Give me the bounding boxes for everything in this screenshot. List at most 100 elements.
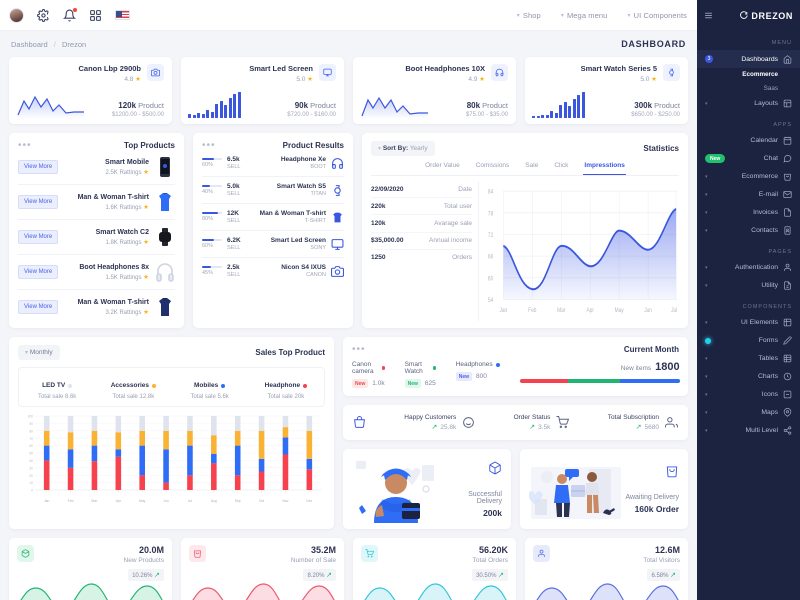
sort-by-dropdown[interactable]: ▾ Sort By: Yearly: [371, 141, 435, 156]
list-item: 22/09/2020 Date: [371, 181, 472, 199]
list-item[interactable]: View More Man & Woman T-shirt 3.2K Ratti…: [18, 290, 175, 324]
svg-text:Aug: Aug: [211, 499, 217, 503]
sidebar-item-label: Layouts: [754, 100, 778, 108]
shop-icon: [783, 172, 792, 181]
trend-up-icon: ↗: [326, 572, 332, 579]
sidebar-subitem-ecommerce[interactable]: Ecommerce: [742, 71, 778, 79]
kpi-row: 20.0M New Products 10.26% ↗: [9, 538, 688, 600]
more-options-icon[interactable]: •••: [202, 139, 216, 151]
list-item[interactable]: View More Smart Watch C2 1.8K Rattings ★: [18, 220, 175, 255]
tab-order-value[interactable]: Order Value: [425, 162, 460, 169]
sidebar-item-utility[interactable]: ▾ Utility: [697, 277, 800, 295]
chevron-down-icon: ▾: [560, 12, 564, 19]
table-row[interactable]: 60% 6.5k SELL Headphone Xe BOOT: [202, 150, 344, 177]
kpi-card-total-visitors[interactable]: 12.6M Total Visitors 6.58% ↗: [525, 538, 688, 600]
sidebar-section-pages: PAGES: [768, 248, 792, 255]
sidebar-item-calendar[interactable]: Calendar: [697, 132, 800, 150]
view-more-button[interactable]: View More: [18, 265, 59, 279]
view-more-button[interactable]: View More: [18, 160, 59, 174]
list-item[interactable]: View More Man & Woman T-shirt 1.6K Ratti…: [18, 185, 175, 220]
successful-delivery-card[interactable]: Successful Delivery 200k: [343, 449, 511, 529]
svg-text:May: May: [139, 499, 146, 503]
star-icon: ★: [135, 76, 141, 83]
delivery-label: Successful Delivery: [468, 490, 502, 505]
legend-sale: Total sale 12.8k: [112, 394, 155, 400]
delivery-value: 200k: [483, 507, 502, 518]
legend-label: LED TV: [42, 382, 66, 389]
product-card-price: $75.00 - $35.00: [465, 112, 508, 118]
product-card[interactable]: Smart Watch Series 5 5.0 ★ 300k Product …: [525, 57, 688, 124]
hamburger-menu-icon[interactable]: [704, 11, 713, 20]
legend-item: Headphone Total sale 20k: [248, 374, 324, 400]
sidebar-item-authentication[interactable]: ▾ Authentication: [697, 259, 800, 277]
sales-legend: LED TV Total sale 8.6k Accessories Total…: [18, 367, 325, 407]
view-more-button[interactable]: View More: [18, 195, 59, 209]
table-icon: [783, 354, 792, 363]
tab-comissions[interactable]: Comissions: [475, 162, 510, 169]
topbar-menu-shop[interactable]: ▾ Shop: [517, 11, 541, 20]
list-item[interactable]: View More Smart Mobile 2.5K Rattings ★: [18, 150, 175, 185]
more-options-icon[interactable]: •••: [352, 343, 366, 355]
sidebar-item-multi-level[interactable]: ▾ Multi Level: [697, 422, 800, 440]
table-row[interactable]: 40% 5.0k SELL Smart Watch S5 TITAN: [202, 177, 344, 204]
sidebar-item-ecommerce[interactable]: ▾ Ecommerce: [697, 168, 800, 186]
kpi-card-number-of-sale[interactable]: 35.2M Number of Sale 8.20% ↗: [181, 538, 344, 600]
awaiting-delivery-card[interactable]: Awaiting Delivery 160k Order: [520, 449, 688, 529]
sidebar-item-layouts[interactable]: ▾ Layouts: [697, 95, 800, 113]
result-sell-value: 12K: [227, 210, 239, 217]
svg-text:80: 80: [29, 429, 33, 433]
view-more-button[interactable]: View More: [18, 230, 59, 244]
topbar-menu-ui-components[interactable]: ▾ UI Components: [627, 11, 687, 20]
list-item[interactable]: View More Boot Headphones 8x 1.5K Rattin…: [18, 255, 175, 290]
product-card[interactable]: Boot Headphones 10X 4.9 ★: [353, 57, 516, 124]
product-card-sparkline: [360, 91, 432, 119]
sidebar-item-tables[interactable]: ▾ Tables: [697, 350, 800, 368]
sidebar-item-contacts[interactable]: ▾ Contacts: [697, 222, 800, 240]
result-brand: CANON: [306, 272, 326, 278]
sort-by-label: Sort By:: [382, 145, 409, 152]
topbar-menu-mega[interactable]: ▾ Mega menu: [561, 11, 608, 20]
chevron-down-icon: ▾: [705, 355, 708, 362]
top-products-card: ••• Top Products View More Smart Mobile …: [9, 133, 184, 328]
more-options-icon[interactable]: •••: [18, 139, 32, 151]
tab-impresstions[interactable]: Impresstions: [583, 162, 626, 175]
main-content: ▾ Shop ▾ Mega menu ▾ UI Components Dashb…: [0, 0, 697, 600]
users-icon: [665, 416, 678, 429]
table-row[interactable]: 60% 6.2K SELL Smart Led Screen SONY: [202, 231, 344, 258]
settings-icon[interactable]: [37, 8, 50, 22]
product-card[interactable]: Canon Lbp 2900b 4.8 ★: [9, 57, 172, 124]
flag-us-icon[interactable]: [115, 10, 130, 20]
sidebar-item-forms[interactable]: Forms: [697, 332, 800, 350]
table-row[interactable]: 45% 2.5k SELL Nicon S4 IXUS CANON: [202, 258, 344, 284]
sidebar-item-invoices[interactable]: ▾ Invoices: [697, 204, 800, 222]
kpi-card-total-orders[interactable]: 56.20K Total Orders 30.50% ↗: [353, 538, 516, 600]
sidebar-item-icons[interactable]: ▾ Icons: [697, 386, 800, 404]
top-navigation-bar: ▾ Shop ▾ Mega menu ▾ UI Components: [0, 0, 697, 31]
table-row[interactable]: 80% 12K SELL Man & Woman T-shirt T-SHIRT: [202, 204, 344, 231]
notification-icon[interactable]: [63, 7, 77, 22]
sidebar-item-email[interactable]: ▾ E-mail: [697, 186, 800, 204]
legend-dot: [68, 383, 73, 388]
kpi-card-new-products[interactable]: 20.0M New Products 10.26% ↗: [9, 538, 172, 600]
view-more-button[interactable]: View More: [18, 300, 59, 314]
stat-value: 3.5k: [538, 423, 551, 431]
apps-grid-icon[interactable]: [89, 9, 102, 22]
tab-sale[interactable]: Sale: [525, 162, 539, 169]
headphone-thumb-icon: [155, 261, 175, 283]
monthly-filter-dropdown[interactable]: ▾ Monthly: [18, 345, 60, 360]
sidebar-item-chat[interactable]: New Chat: [697, 150, 800, 168]
product-card-count-label: Product: [138, 101, 164, 110]
result-brand: TITAN: [310, 191, 326, 197]
sidebar-item-ui-elements[interactable]: ▾ UI Elements: [697, 314, 800, 332]
product-card[interactable]: Smart Led Screen 5.0 ★ 90k Product $720.…: [181, 57, 344, 124]
result-brand: BOOT: [310, 164, 326, 170]
star-icon: ★: [143, 273, 149, 281]
avatar[interactable]: [9, 7, 24, 23]
star-icon: ★: [651, 76, 657, 83]
sidebar-item-dashboards[interactable]: 3 Dashboards: [697, 50, 800, 68]
sidebar-item-charts[interactable]: ▾ Charts: [697, 368, 800, 386]
sidebar-item-maps[interactable]: ▾ Maps: [697, 404, 800, 422]
tab-click[interactable]: Click: [554, 162, 569, 169]
sidebar-subitem-saas[interactable]: Saas: [763, 84, 778, 92]
breadcrumb-root[interactable]: Dashboard: [11, 39, 48, 49]
